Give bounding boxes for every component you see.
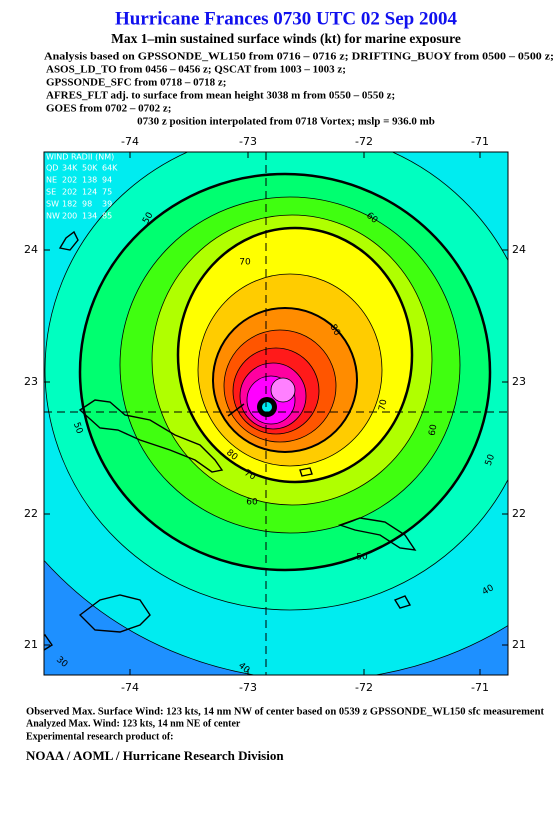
map: WIND RADII (NM) QD 34K 50K 64K NE 202 138 94 SE 20… — [44, 152, 508, 675]
wind-radii-cell: 124 — [82, 188, 97, 197]
wind-band — [270, 377, 296, 403]
contour-label: 60 — [428, 423, 440, 436]
wind-radii-cell: 200 — [62, 212, 77, 221]
wind-radii-cell: 64K — [102, 164, 118, 173]
footer-line: Experimental research product of: — [26, 731, 173, 742]
wind-radii-cell: 34K — [62, 164, 78, 173]
max-wind-arrow — [227, 403, 245, 417]
lat-label: 24 — [24, 243, 38, 256]
wind-radii-cell: NE — [46, 176, 57, 185]
lon-label: -71 — [471, 681, 489, 694]
lon-label: -72 — [355, 681, 373, 694]
lat-label: 22 — [512, 507, 526, 520]
lon-label: -72 — [355, 135, 373, 148]
contour-label: 50 — [71, 421, 84, 435]
wind-radii-cell: 39 — [102, 200, 112, 209]
coastline — [44, 230, 417, 651]
footer-line: Analyzed Max. Wind: 123 kts, 14 nm NE of… — [26, 718, 241, 729]
analysis-line: GPSSONDE_SFC from 0718 – 0718 z; — [46, 77, 226, 89]
contour-label: 60 — [246, 498, 258, 508]
contour-label: 70 — [378, 398, 390, 411]
wind-radii-cell: 85 — [102, 212, 112, 221]
position-note: 0730 z position interpolated from 0718 V… — [137, 116, 435, 128]
lon-label: -71 — [471, 135, 489, 148]
wind-radii-cell: 138 — [82, 176, 97, 185]
contour-label: 50 — [356, 553, 368, 563]
subtitle: Max 1–min sustained surface winds (kt) f… — [111, 31, 461, 46]
footer-line: Observed Max. Surface Wind: 123 kts, 14 … — [26, 706, 545, 717]
lat-label: 23 — [512, 375, 526, 388]
lat-label: 21 — [24, 638, 38, 651]
wind-radii-cell: 50K — [82, 164, 98, 173]
analysis-line: GOES from 0702 – 0702 z; — [46, 103, 171, 115]
wind-radii-cell: 202 — [62, 176, 77, 185]
wind-radii-table: WIND RADII (NM) QD 34K 50K 64K NE 202 138 94 SE 20… — [46, 153, 118, 221]
title: Hurricane Frances 0730 UTC 02 Sep 2004 — [115, 8, 457, 29]
lon-label: -73 — [239, 135, 257, 148]
wind-radii-cell: 134 — [82, 212, 97, 221]
map-frame — [43, 151, 509, 676]
lat-label: 22 — [24, 507, 38, 520]
eye — [262, 402, 272, 412]
wind-radii-cell: 202 — [62, 188, 77, 197]
analysis-line: Analysis based on GPSSONDE_WL150 from 07… — [44, 51, 554, 63]
lat-label: 23 — [24, 375, 38, 388]
analysis-line: AFRES_FLT adj. to surface from mean heig… — [46, 90, 395, 102]
lon-label: -74 — [121, 135, 139, 148]
wind-radii-cell: NW — [46, 212, 60, 221]
wind-radii-cell: 75 — [102, 188, 112, 197]
wind-radii-cell: 94 — [102, 176, 112, 185]
contour-label: 70 — [239, 258, 251, 268]
wind-radii-cell: SE — [46, 188, 56, 197]
footer-org: NOAA / AOML / Hurricane Research Divisio… — [26, 748, 284, 763]
lon-label: -74 — [121, 681, 139, 694]
contour-label: 50 — [484, 453, 497, 467]
wind-radii-cell: SW — [46, 200, 59, 209]
analysis-line: ASOS_LD_TO from 0456 – 0456 z; QSCAT fro… — [46, 64, 346, 76]
wind-radii-cell: 182 — [62, 200, 77, 209]
wind-radii-title: WIND RADII (NM) — [46, 153, 114, 162]
wind-radii-cell: 98 — [82, 200, 92, 209]
lat-label: 24 — [512, 243, 526, 256]
wind-radii-cell: QD — [46, 164, 58, 173]
lat-label: 21 — [512, 638, 526, 651]
axes: -74 -74 -73 -73 -72 -72 -71 -71 24 24 23 23 22 22 21 21 — [24, 135, 526, 694]
lon-label: -73 — [239, 681, 257, 694]
